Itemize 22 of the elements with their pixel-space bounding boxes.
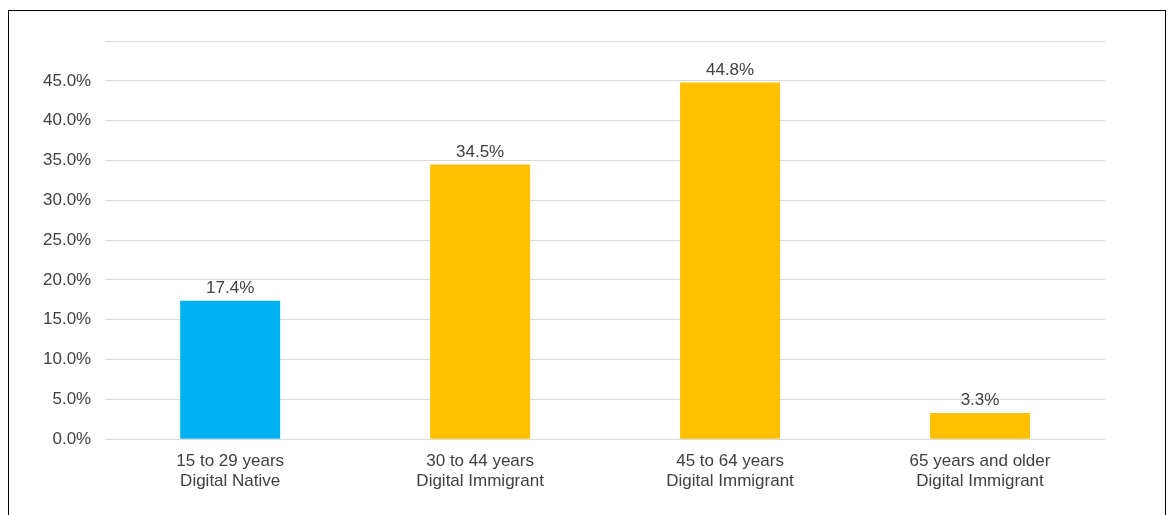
data-label: 3.3%: [960, 390, 1000, 410]
x-tick-label: 15 to 29 years Digital Native: [176, 451, 285, 491]
bar: [680, 82, 781, 439]
data-label: 17.4%: [206, 277, 255, 297]
bar: [180, 300, 281, 439]
y-tick-label: 40.0%: [43, 110, 92, 130]
y-tick-label: 15.0%: [43, 309, 92, 329]
y-tick-label: 20.0%: [43, 269, 92, 289]
bar: [430, 164, 531, 439]
y-tick-label: 0.0%: [52, 428, 92, 448]
x-tick-label: 65 years and older Digital Immigrant: [909, 451, 1051, 491]
x-tick-label: 30 to 44 years Digital Immigrant: [416, 451, 545, 491]
data-label: 44.8%: [705, 59, 755, 79]
data-label: 34.5%: [456, 141, 505, 161]
bar: [930, 412, 1031, 439]
y-tick-label: 35.0%: [43, 150, 92, 170]
x-tick-label: 45 to 64 years Digital Immigrant: [666, 451, 795, 491]
y-tick-label: 30.0%: [43, 189, 92, 209]
y-tick-label: 5.0%: [52, 389, 92, 409]
y-tick-label: 10.0%: [43, 349, 92, 369]
y-tick-label: 25.0%: [43, 229, 92, 249]
y-tick-label: 45.0%: [43, 70, 92, 90]
